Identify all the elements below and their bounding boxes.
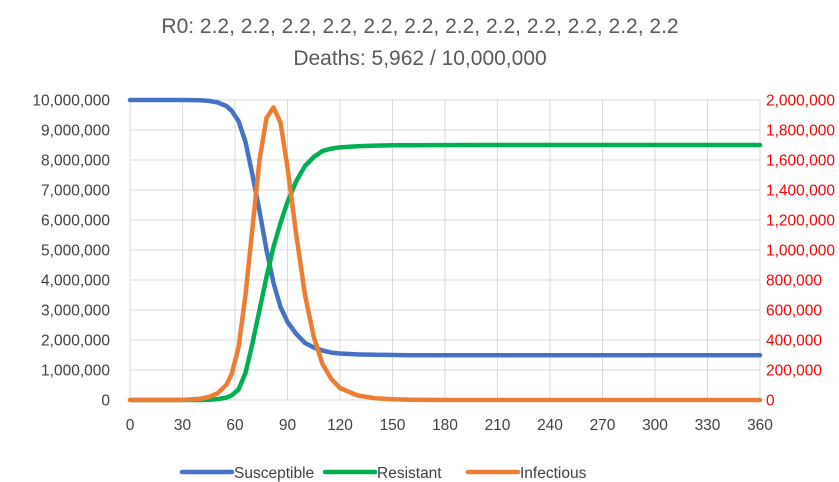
legend-label-infectious: Infectious xyxy=(520,465,587,482)
x-tick-label: 120 xyxy=(327,417,353,434)
x-tick-label: 30 xyxy=(174,417,192,434)
left-y-tick-label: 1,000,000 xyxy=(41,363,110,380)
x-tick-label: 240 xyxy=(537,417,563,434)
left-y-tick-label: 6,000,000 xyxy=(41,213,110,230)
legend-label-resistant: Resistant xyxy=(377,465,442,482)
x-tick-label: 180 xyxy=(432,417,458,434)
x-tick-label: 90 xyxy=(279,417,297,434)
right-y-tick-label: 600,000 xyxy=(766,303,822,320)
series-line-resistant xyxy=(127,142,763,403)
left-y-axis-ticks: 0 1,000,000 2,000,000 3,000,000 4,000,000 5,0… xyxy=(32,93,110,410)
x-tick-label: 300 xyxy=(642,417,668,434)
right-y-tick-label: 1,600,000 xyxy=(766,153,835,170)
right-y-tick-label: 1,400,000 xyxy=(766,183,835,200)
x-tick-label: 150 xyxy=(380,417,406,434)
x-tick-label: 360 xyxy=(747,417,773,434)
right-y-tick-label: 1,200,000 xyxy=(766,213,835,230)
right-y-tick-label: 1,000,000 xyxy=(766,243,835,260)
left-y-tick-label: 9,000,000 xyxy=(41,123,110,140)
x-tick-label: 330 xyxy=(695,417,721,434)
right-y-axis-ticks: 0 200,000 400,000 600,000 800,000 1,000,000 1,… xyxy=(766,93,835,410)
right-y-tick-label: 1,800,000 xyxy=(766,123,835,140)
left-y-tick-label: 2,000,000 xyxy=(41,333,110,350)
left-y-tick-label: 8,000,000 xyxy=(41,153,110,170)
x-tick-label: 210 xyxy=(485,417,511,434)
x-axis-ticks: 0 30 60 90 120 150 180 210 240 270 300 330 360 xyxy=(126,417,774,434)
left-y-tick-label: 10,000,000 xyxy=(32,93,110,110)
left-y-tick-label: 5,000,000 xyxy=(41,243,110,260)
right-y-tick-label: 200,000 xyxy=(766,363,822,380)
legend-label-susceptible: Susceptible xyxy=(234,465,314,482)
series-line-susceptible xyxy=(127,97,763,358)
legend: Susceptible Resistant Infectious xyxy=(179,465,587,482)
left-y-tick-label: 4,000,000 xyxy=(41,273,110,290)
x-tick-label: 270 xyxy=(590,417,616,434)
gridlines xyxy=(129,99,761,401)
x-tick-label: 60 xyxy=(226,417,244,434)
right-y-tick-label: 800,000 xyxy=(766,273,822,290)
chart-title-line1: R0: 2.2, 2.2, 2.2, 2.2, 2.2, 2.2, 2.2, 2… xyxy=(161,15,678,38)
series-line-infectious xyxy=(127,105,763,403)
right-y-tick-label: 2,000,000 xyxy=(766,93,835,110)
left-y-tick-label: 0 xyxy=(101,393,110,410)
chart-title-line2: Deaths: 5,962 / 10,000,000 xyxy=(293,47,546,70)
left-y-tick-label: 3,000,000 xyxy=(41,303,110,320)
x-tick-label: 0 xyxy=(126,417,135,434)
series-lines xyxy=(127,97,763,403)
left-y-tick-label: 7,000,000 xyxy=(41,183,110,200)
right-y-tick-label: 400,000 xyxy=(766,333,822,350)
right-y-tick-label: 0 xyxy=(766,393,775,410)
